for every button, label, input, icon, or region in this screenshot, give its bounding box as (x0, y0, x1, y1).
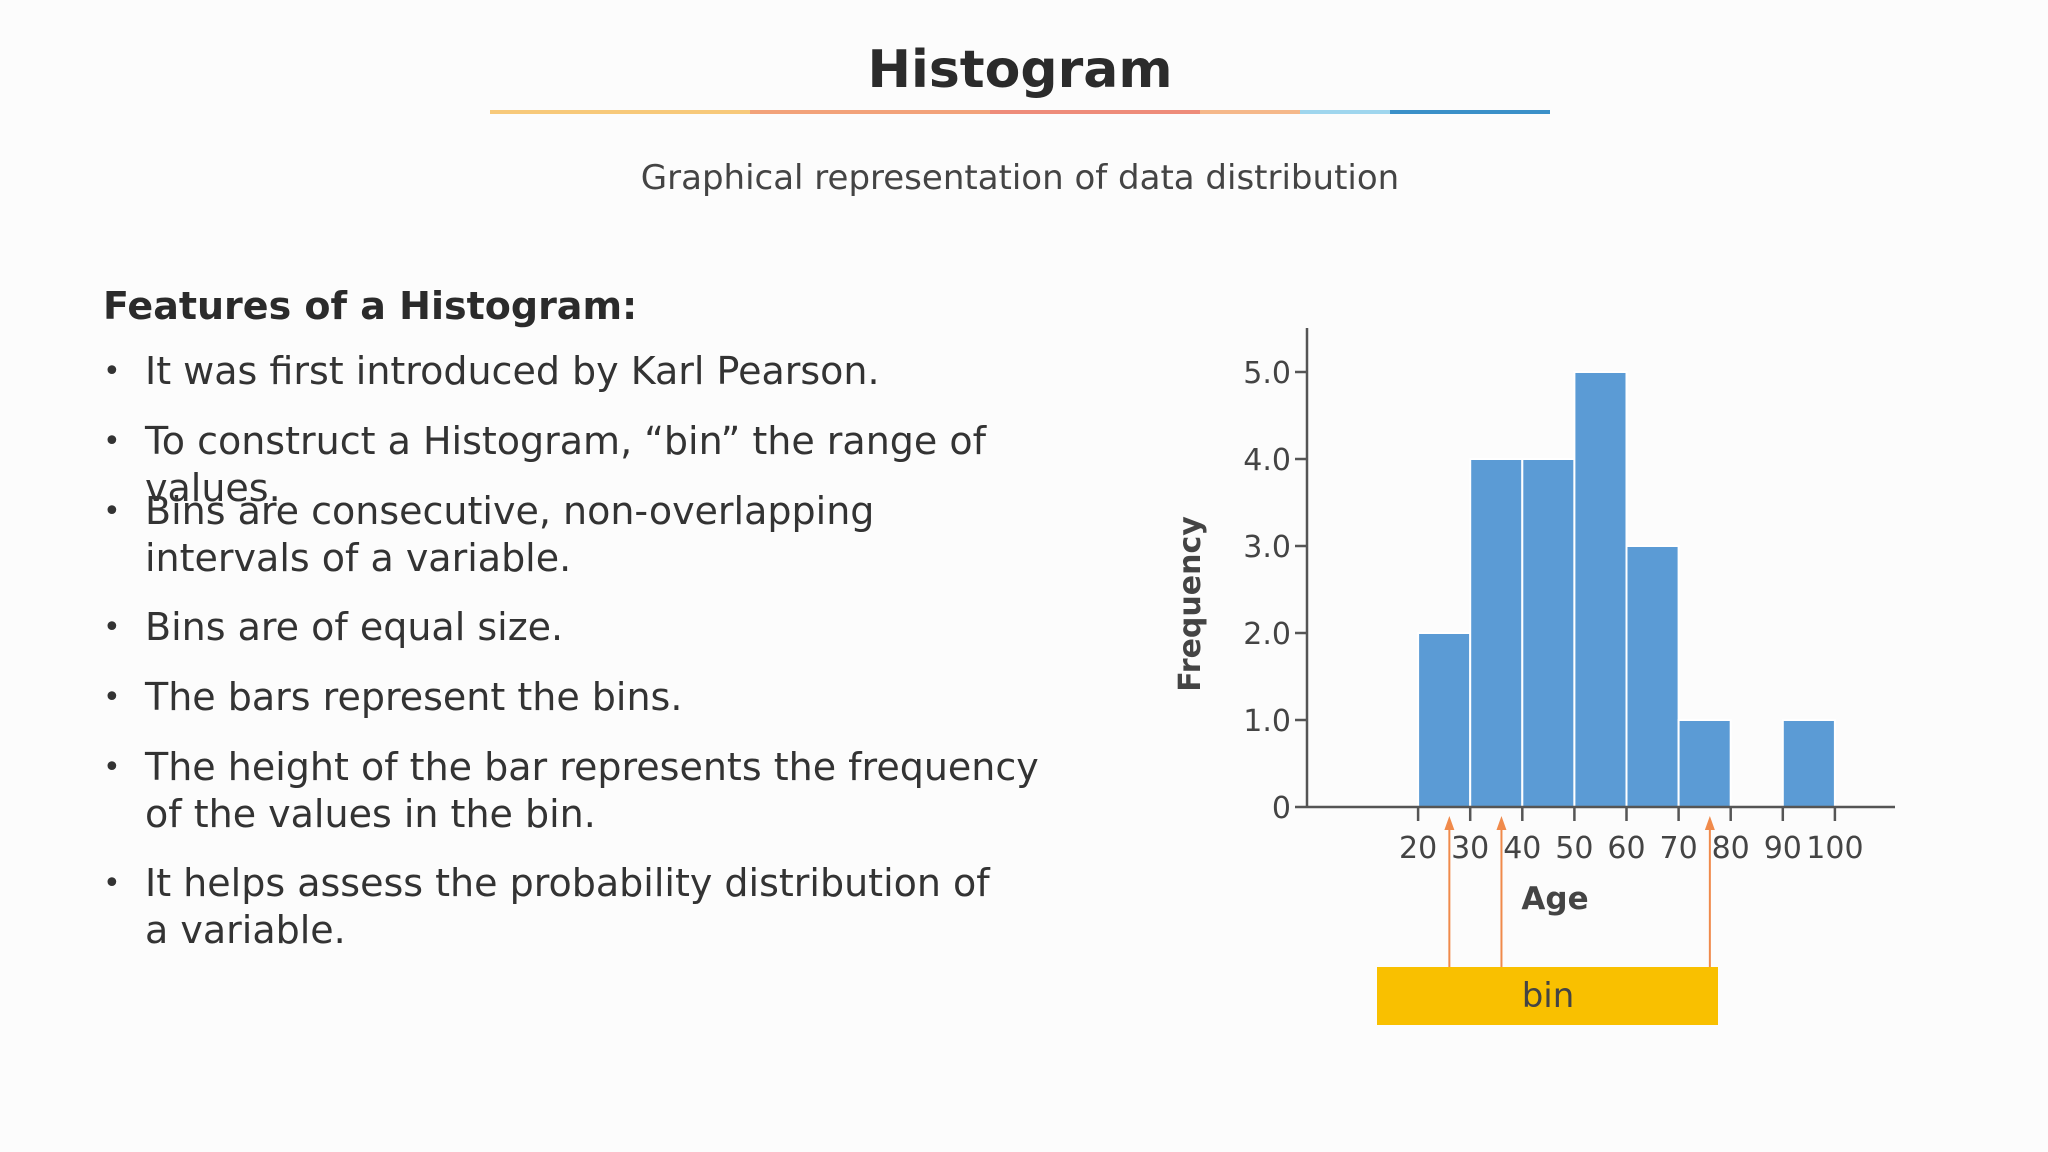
x-tick-label: 50 (1555, 831, 1593, 866)
feature-item: • Bins are consecutive, non-overlapping … (103, 488, 1083, 582)
y-tick-label: 5.0 (1243, 356, 1291, 391)
bullet-icon: • (103, 750, 121, 785)
x-tick-label: 20 (1399, 831, 1437, 866)
bullet-icon: • (103, 610, 121, 645)
x-tick-label: 70 (1660, 831, 1698, 866)
x-tick-label: 40 (1503, 831, 1541, 866)
bullet-icon: • (103, 494, 121, 529)
page-subtitle: Graphical representation of data distrib… (640, 158, 1400, 198)
feature-text: It helps assess the probability distribu… (145, 861, 990, 952)
y-tick-label: 2.0 (1243, 617, 1291, 652)
feature-item: • The height of the bar represents the f… (103, 744, 1083, 838)
title-underline (490, 110, 1550, 114)
feature-text: The height of the bar represents the fre… (145, 745, 1039, 836)
feature-text: The bars represent the bins. (145, 675, 683, 719)
axes-layer: 0 1.0 2.0 3.0 4.0 5.0 20 30 40 50 60 70 80 90 100 Age Fr… (1173, 328, 1895, 917)
histogram-bar (1521, 458, 1576, 808)
x-axis-title: Age (1521, 881, 1588, 917)
annotation-arrowhead (1496, 816, 1507, 830)
bin-label: bin (1522, 976, 1575, 1016)
x-tick-label: 100 (1806, 831, 1863, 866)
title-underline-segment (1300, 110, 1390, 114)
feature-text: To construct a Histogram, “bin” the rang… (145, 419, 987, 510)
title-underline-segment (1200, 110, 1300, 114)
x-tick-label: 90 (1764, 831, 1802, 866)
histogram-bar (1625, 545, 1680, 808)
title-underline-segment (990, 110, 1200, 114)
y-tick-label: 4.0 (1243, 443, 1291, 478)
annotation-arrowhead (1444, 816, 1455, 830)
bullet-icon: • (103, 866, 121, 901)
bullet-icon: • (103, 680, 121, 715)
features-heading: Features of a Histogram: (103, 284, 638, 328)
y-tick-label: 3.0 (1243, 530, 1291, 565)
bars-layer (1417, 371, 1836, 808)
x-tick-label: 60 (1607, 831, 1645, 866)
feature-item: • To construct a Histogram, “bin” the ra… (103, 418, 1083, 512)
title-underline-segment (750, 110, 990, 114)
y-axis-title: Frequency (1173, 516, 1208, 692)
feature-item: • The bars represent the bins. (103, 674, 1083, 721)
x-tick-label: 80 (1712, 831, 1750, 866)
y-tick-label: 1.0 (1243, 704, 1291, 739)
feature-item: • It was first introduced by Karl Pearso… (103, 348, 1083, 395)
feature-item: • Bins are of equal size. (103, 604, 1083, 651)
title-underline-segment (490, 110, 750, 114)
annotation-arrowhead (1704, 816, 1715, 830)
feature-text: Bins are of equal size. (145, 605, 564, 649)
histogram-bar (1573, 371, 1628, 808)
annotation-layer: bin (1377, 816, 1718, 1025)
bin-label-box (1377, 967, 1718, 1025)
page-title: Histogram (867, 40, 1173, 100)
feature-item: • It helps assess the probability distri… (103, 860, 1083, 954)
y-tick-label: 0 (1272, 791, 1291, 826)
title-underline-segment (1390, 110, 1550, 114)
feature-text: It was first introduced by Karl Pearson. (145, 349, 880, 393)
bullet-icon: • (103, 354, 121, 389)
histogram-bar (1469, 458, 1524, 808)
bullet-icon: • (103, 424, 121, 459)
x-tick-label: 30 (1451, 831, 1489, 866)
histogram-bar (1781, 719, 1836, 808)
feature-text: Bins are consecutive, non-overlapping in… (145, 489, 875, 580)
histogram-bar (1417, 632, 1472, 808)
histogram-bar (1677, 719, 1732, 808)
